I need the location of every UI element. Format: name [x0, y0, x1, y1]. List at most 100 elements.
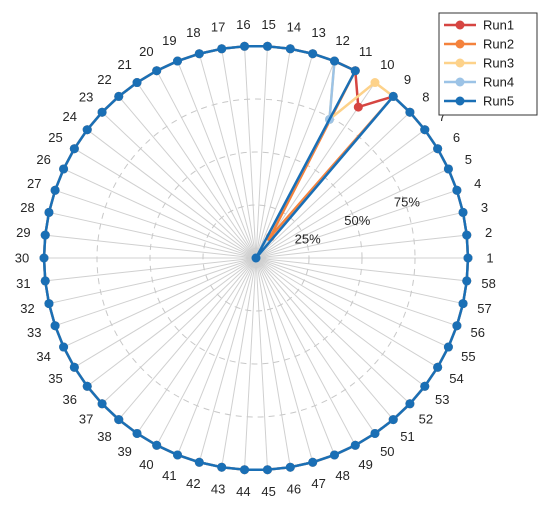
- series-lines: [39, 41, 473, 475]
- spoke-46: [255, 257, 291, 468]
- point-Run5-23: [97, 107, 107, 117]
- category-label-17: 17: [211, 20, 225, 35]
- spoke-41: [177, 257, 257, 456]
- legend-item-Run1[interactable]: Run1: [444, 18, 514, 33]
- point-Run5-16: [240, 41, 250, 51]
- spoke-43: [221, 257, 257, 468]
- category-label-57: 57: [477, 301, 491, 316]
- category-label-37: 37: [79, 411, 93, 426]
- spoke-38: [118, 257, 257, 420]
- point-Run5-44: [240, 465, 250, 475]
- category-label-53: 53: [435, 392, 449, 407]
- category-label-33: 33: [27, 325, 41, 340]
- category-label-32: 32: [20, 301, 34, 316]
- point-Run5-10: [251, 253, 261, 263]
- category-label-22: 22: [97, 72, 111, 87]
- ring-label-1: 25%: [295, 231, 321, 246]
- spoke-40: [156, 257, 257, 446]
- category-label-10: 10: [380, 57, 394, 72]
- point-Run5-39: [132, 428, 142, 438]
- point-Run5-27: [50, 185, 60, 195]
- spoke-22: [118, 96, 257, 259]
- legend-item-Run3[interactable]: Run3: [444, 56, 514, 71]
- legend-label: Run2: [483, 37, 514, 52]
- point-Run5-45: [262, 465, 272, 475]
- category-label-27: 27: [27, 176, 41, 191]
- category-label-19: 19: [162, 33, 176, 48]
- grid-ring-3: [96, 98, 416, 418]
- category-label-30: 30: [15, 251, 29, 266]
- spoke-13: [255, 53, 314, 259]
- point-Run5-29: [40, 230, 50, 240]
- category-label-45: 45: [261, 484, 275, 499]
- category-label-21: 21: [117, 57, 131, 72]
- category-label-46: 46: [287, 481, 301, 496]
- legend-item-Run2[interactable]: Run2: [444, 37, 514, 52]
- spoke-37: [101, 257, 257, 405]
- category-label-50: 50: [380, 444, 394, 459]
- spoke-39: [136, 257, 257, 434]
- category-label-58: 58: [481, 276, 495, 291]
- point-Run5-56: [452, 321, 462, 331]
- legend-item-Run5[interactable]: Run5: [444, 94, 514, 109]
- spoke-42: [198, 257, 257, 463]
- category-label-52: 52: [419, 411, 433, 426]
- category-label-44: 44: [236, 484, 250, 499]
- point-Run5-25: [69, 144, 79, 154]
- legend-swatch-marker: [455, 96, 465, 106]
- point-Run5-48: [329, 450, 339, 460]
- point-Run5-4: [452, 185, 462, 195]
- point-Run5-46: [285, 462, 295, 472]
- spoke-20: [156, 70, 257, 259]
- legend[interactable]: Run1 Run2 Run3 Run4 Run5: [438, 12, 538, 116]
- category-label-3: 3: [481, 200, 488, 215]
- spoke-14: [255, 48, 291, 259]
- category-label-38: 38: [97, 429, 111, 444]
- point-Run5-43: [217, 462, 227, 472]
- point-Run5-37: [97, 399, 107, 409]
- point-Run5-51: [388, 415, 398, 425]
- category-label-14: 14: [287, 20, 301, 35]
- category-label-54: 54: [449, 371, 463, 386]
- legend-item-Run4[interactable]: Run4: [444, 75, 514, 90]
- point-Run5-26: [59, 164, 69, 174]
- point-Run5-50: [370, 428, 380, 438]
- point-Run5-34: [59, 342, 69, 352]
- point-Run5-14: [285, 44, 295, 54]
- category-label-47: 47: [311, 476, 325, 491]
- legend-swatch-marker: [455, 58, 465, 68]
- spoke-17: [221, 48, 257, 259]
- point-Run5-40: [152, 440, 162, 450]
- legend-label: Run3: [483, 56, 514, 71]
- category-label-34: 34: [36, 349, 50, 364]
- point-Run5-35: [69, 362, 79, 372]
- category-label-16: 16: [236, 17, 250, 32]
- point-Run5-42: [194, 457, 204, 467]
- point-Run5-41: [173, 450, 183, 460]
- category-label-55: 55: [461, 349, 475, 364]
- category-label-6: 6: [453, 130, 460, 145]
- point-Run5-13: [308, 49, 318, 59]
- category-label-51: 51: [400, 429, 414, 444]
- category-label-28: 28: [20, 200, 34, 215]
- category-label-15: 15: [261, 17, 275, 32]
- point-Run5-24: [82, 125, 92, 135]
- point-Run5-1: [463, 253, 473, 263]
- spoke-15: [255, 46, 268, 259]
- spoke-44: [244, 257, 257, 470]
- category-label-13: 13: [311, 25, 325, 40]
- category-label-12: 12: [335, 33, 349, 48]
- category-label-24: 24: [62, 109, 76, 124]
- category-label-41: 41: [162, 468, 176, 483]
- point-Run5-18: [194, 49, 204, 59]
- category-label-48: 48: [335, 468, 349, 483]
- point-Run5-20: [152, 66, 162, 76]
- point-Run5-54: [433, 362, 443, 372]
- grid: [44, 46, 468, 470]
- point-Run5-58: [462, 276, 472, 286]
- category-label-25: 25: [48, 130, 62, 145]
- category-label-35: 35: [48, 371, 62, 386]
- grid-ring-1: [202, 204, 310, 312]
- category-label-23: 23: [79, 90, 93, 105]
